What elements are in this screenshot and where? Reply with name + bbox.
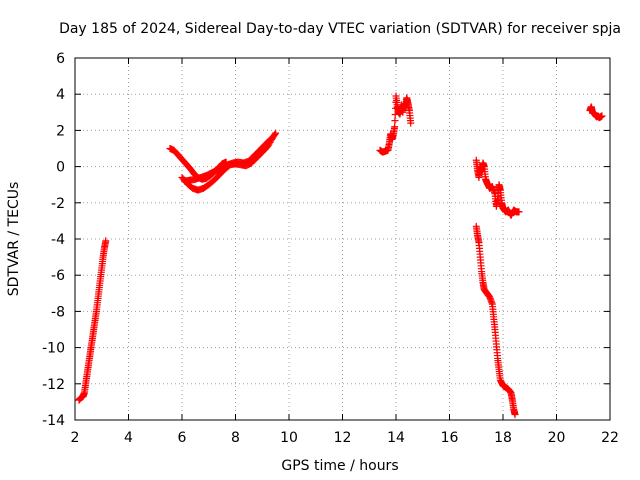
x-axis-title: GPS time / hours: [281, 458, 398, 474]
y-axis-title: SDTVAR / TECUs: [6, 182, 22, 297]
series-arc-3: [376, 92, 415, 156]
grid: [75, 58, 610, 420]
x-tick-label: 20: [548, 430, 566, 446]
x-tick-label: 2: [71, 430, 80, 446]
data-point: [265, 137, 273, 145]
x-tick-label: 22: [601, 430, 619, 446]
x-tick-label: 16: [441, 430, 459, 446]
y-tick-label: 2: [56, 123, 65, 139]
series-arc-1: [75, 237, 110, 404]
x-tick-label: 8: [231, 430, 240, 446]
data-point: [598, 112, 606, 120]
data-point: [272, 129, 280, 137]
x-tick-label: 18: [494, 430, 512, 446]
data-points: [75, 92, 606, 419]
y-tick-label: 0: [56, 160, 65, 176]
data-point: [102, 237, 110, 245]
data-point: [271, 130, 279, 138]
series-arc-4-lower: [472, 222, 519, 419]
data-point: [266, 135, 274, 143]
chart-title: Day 185 of 2024, Sidereal Day-to-day VTE…: [59, 21, 621, 37]
y-tick-label: -2: [51, 196, 65, 212]
data-point: [407, 119, 415, 127]
data-point: [515, 208, 523, 216]
y-tick-label: 6: [56, 51, 65, 67]
y-tick-label: -10: [42, 341, 65, 357]
data-point: [511, 411, 519, 419]
series-arc-2-upper: [181, 135, 274, 185]
axis-ticks: 2 4 6 8 10 12 14 16 18 20 22 -14 -12 -10 -8 -6 -4 -2 0 2 4 6: [42, 51, 619, 446]
data-point: [391, 123, 399, 131]
data-point: [391, 117, 399, 125]
series-arc-5: [586, 103, 606, 122]
x-tick-label: 4: [124, 430, 133, 446]
y-tick-label: 4: [56, 87, 65, 103]
y-tick-label: -4: [51, 232, 65, 248]
y-tick-label: -12: [42, 377, 65, 393]
y-tick-label: -6: [51, 268, 65, 284]
y-tick-label: -8: [51, 304, 65, 320]
x-tick-label: 6: [178, 430, 187, 446]
x-tick-label: 10: [280, 430, 298, 446]
y-tick-label: -14: [42, 413, 65, 429]
x-tick-label: 12: [334, 430, 352, 446]
series-arc-4-upper: [472, 156, 523, 219]
x-tick-label: 14: [387, 430, 405, 446]
